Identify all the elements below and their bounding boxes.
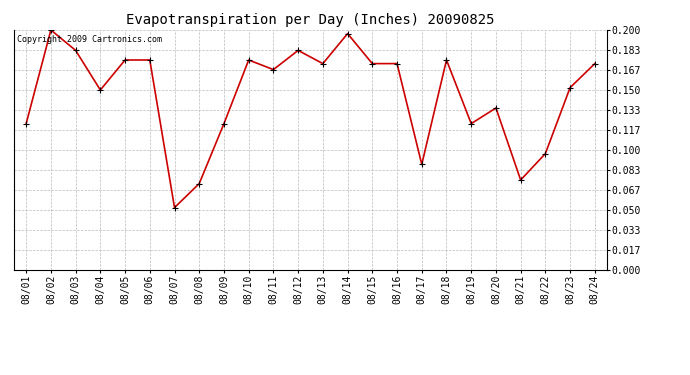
Text: Copyright 2009 Cartronics.com: Copyright 2009 Cartronics.com [17, 35, 161, 44]
Title: Evapotranspiration per Day (Inches) 20090825: Evapotranspiration per Day (Inches) 2009… [126, 13, 495, 27]
